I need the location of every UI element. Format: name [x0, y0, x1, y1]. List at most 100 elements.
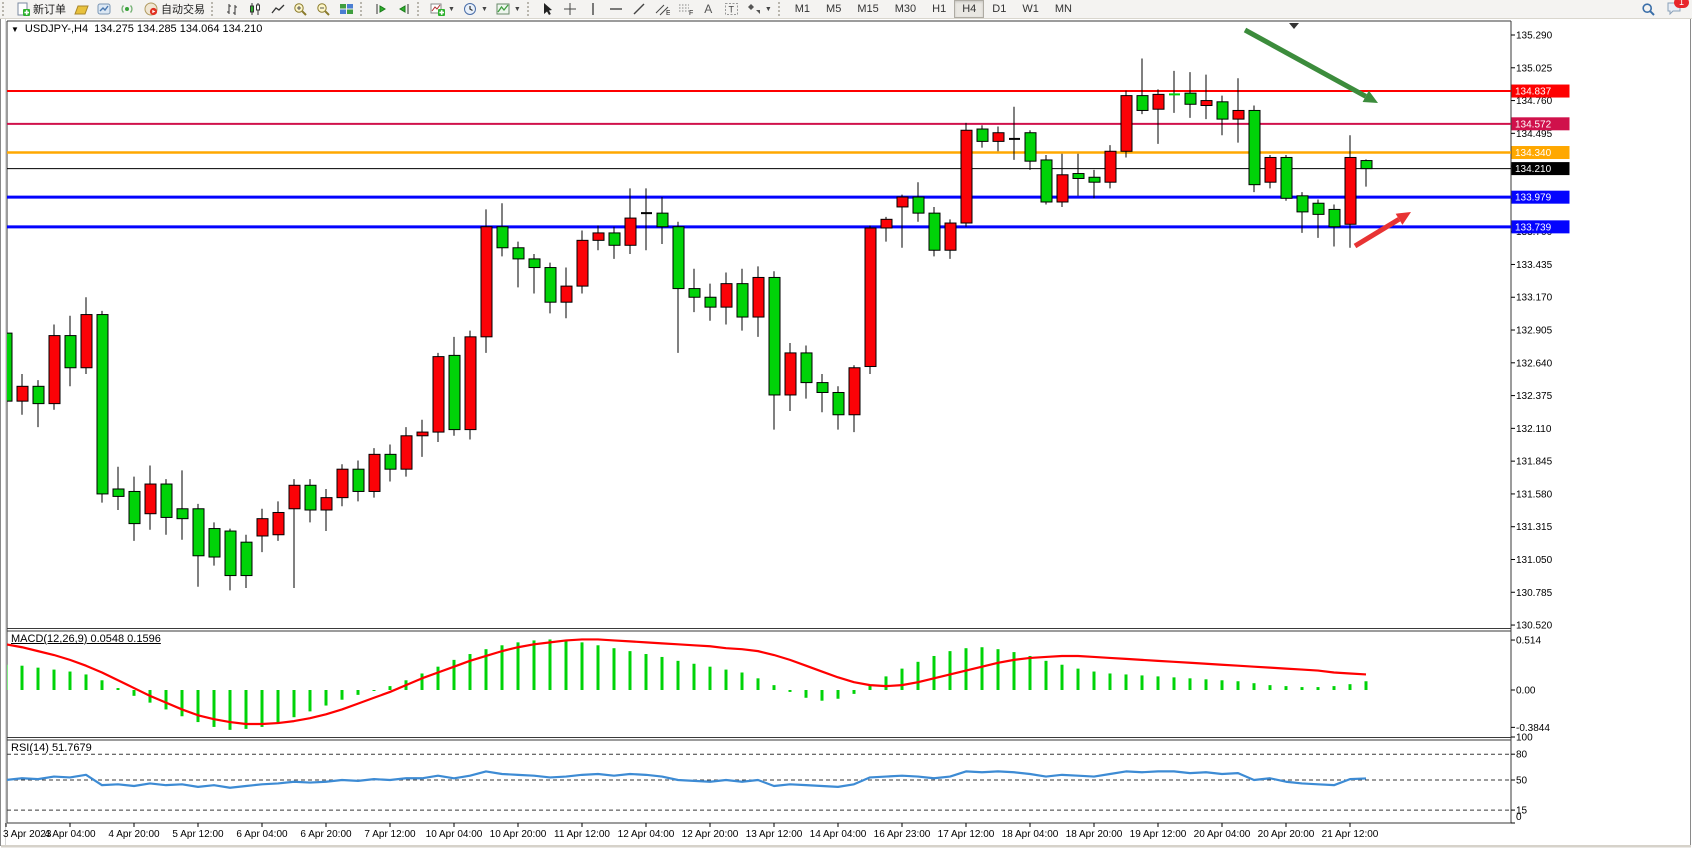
toolbar-grip[interactable]	[211, 2, 218, 16]
timeframe-m1-button[interactable]: M1	[794, 3, 811, 15]
timeframe-h1-button[interactable]: H1	[932, 3, 947, 15]
svg-text:50: 50	[1516, 776, 1528, 787]
dropdown-arrow-icon: ▼	[513, 5, 521, 13]
svg-text:17 Apr 12:00: 17 Apr 12:00	[938, 829, 995, 840]
auto-trading-button[interactable]: 自动交易	[139, 1, 209, 18]
svg-text:131.050: 131.050	[1516, 555, 1553, 566]
svg-text:12 Apr 20:00: 12 Apr 20:00	[682, 829, 739, 840]
tile-windows-button[interactable]	[335, 1, 358, 18]
chart-ohlc-values: 134.275 134.285 134.064 134.210	[94, 23, 263, 35]
dropdown-arrow-icon: ▼	[480, 5, 488, 13]
svg-text:21 Apr 12:00: 21 Apr 12:00	[1322, 829, 1379, 840]
svg-text:132.110: 132.110	[1516, 424, 1552, 435]
indicators-icon	[430, 2, 445, 17]
dropdown-arrow-icon: ▼	[448, 5, 455, 13]
timeframe-d1-button[interactable]: D1	[992, 3, 1007, 15]
periods-button[interactable]: ▼	[459, 1, 492, 18]
timeframe-w1-button[interactable]: W1	[1022, 3, 1039, 15]
svg-text:10 Apr 04:00: 10 Apr 04:00	[426, 829, 483, 840]
main-price-panel	[7, 27, 1511, 591]
svg-text:130.785: 130.785	[1516, 588, 1553, 599]
toolbar-grip[interactable]	[360, 2, 367, 16]
equidistant-channel-tool-button[interactable]: E	[651, 1, 674, 18]
zoom-out-button[interactable]	[312, 1, 335, 18]
profiles-button[interactable]	[70, 1, 93, 18]
svg-text:12 Apr 04:00: 12 Apr 04:00	[618, 829, 675, 840]
svg-text:19 Apr 12:00: 19 Apr 12:00	[1130, 829, 1187, 840]
arrows-tool-button[interactable]: ▼	[743, 1, 776, 18]
symbol-collapse-icon[interactable]: ▼	[11, 24, 19, 34]
svg-text:7 Apr 12:00: 7 Apr 12:00	[364, 829, 416, 840]
bar-chart-button[interactable]	[220, 1, 243, 18]
svg-text:134.340: 134.340	[1515, 148, 1552, 159]
svg-text:135.025: 135.025	[1516, 63, 1553, 74]
text-label-tool-button[interactable]: T	[720, 1, 743, 18]
svg-text:130.520: 130.520	[1516, 621, 1553, 632]
line-chart-button[interactable]	[266, 1, 289, 18]
line-chart-icon	[270, 2, 285, 17]
chart-shift-button[interactable]	[392, 1, 415, 18]
signals-button[interactable]	[116, 1, 139, 18]
indicators-button[interactable]: ▼	[426, 1, 459, 18]
svg-text:10 Apr 20:00: 10 Apr 20:00	[490, 829, 547, 840]
svg-text:131.315: 131.315	[1516, 522, 1553, 533]
toolbar-grip[interactable]	[417, 2, 424, 16]
symbol-header[interactable]: ▼ USDJPY-,H4 134.275 134.285 134.064 134…	[11, 23, 262, 35]
bar-chart-icon	[224, 2, 239, 17]
timeframe-m30-button[interactable]: M30	[894, 3, 917, 15]
vertical-line-tool-button[interactable]	[582, 1, 605, 18]
candlestick-chart-button[interactable]	[243, 1, 266, 18]
bounce-arrow	[1353, 217, 1401, 249]
svg-text:134.572: 134.572	[1515, 119, 1552, 130]
candles	[7, 58, 1373, 591]
svg-text:13 Apr 12:00: 13 Apr 12:00	[746, 829, 803, 840]
vertical-line-icon	[586, 2, 601, 17]
toolbar-grip[interactable]	[777, 2, 785, 16]
crosshair-tool-button[interactable]	[559, 1, 582, 18]
auto-scroll-button[interactable]	[369, 1, 392, 18]
svg-text:18 Apr 04:00: 18 Apr 04:00	[1002, 829, 1059, 840]
main-toolbar: 新订单 自动交易	[0, 0, 1692, 19]
horizontal-line-tool-button[interactable]	[605, 1, 628, 18]
new-order-icon	[15, 2, 30, 17]
svg-text:20 Apr 20:00: 20 Apr 20:00	[1258, 829, 1315, 840]
notifications-button[interactable]: 1	[1666, 0, 1689, 18]
search-icon[interactable]	[1641, 2, 1656, 17]
equidistant-channel-icon: E	[655, 2, 670, 17]
timeframe-m5-button[interactable]: M5	[826, 3, 842, 15]
new-order-label: 新订单	[33, 4, 66, 16]
svg-text:134.837: 134.837	[1515, 87, 1552, 98]
cursor-tool-button[interactable]	[536, 1, 559, 18]
macd-panel	[7, 638, 1368, 730]
svg-text:6 Apr 04:00: 6 Apr 04:00	[236, 829, 288, 840]
svg-text:133.170: 133.170	[1516, 293, 1553, 304]
svg-text:131.845: 131.845	[1516, 457, 1553, 468]
templates-icon	[496, 2, 511, 17]
svg-text:0: 0	[1516, 812, 1522, 823]
svg-text:132.640: 132.640	[1516, 358, 1553, 369]
text-tool-button[interactable]: A	[697, 1, 720, 18]
timeframe-mn-button[interactable]: MN	[1054, 3, 1072, 15]
svg-text:4 Apr 04:00: 4 Apr 04:00	[44, 829, 96, 840]
svg-text:16 Apr 23:00: 16 Apr 23:00	[874, 829, 931, 840]
toolbar-grip[interactable]	[526, 2, 534, 16]
templates-button[interactable]: ▼	[492, 1, 525, 18]
trendline-icon	[632, 2, 647, 17]
trendline-tool-button[interactable]	[628, 1, 651, 18]
timeframe-m15-button[interactable]: M15	[857, 3, 879, 15]
toolbar-grip[interactable]	[2, 2, 9, 16]
text-label-icon: T	[724, 2, 739, 17]
text-icon: A	[704, 1, 713, 16]
down-trend-arrow	[1243, 27, 1367, 99]
fibonacci-tool-button[interactable]: F	[674, 1, 697, 18]
zoom-in-button[interactable]	[289, 1, 312, 18]
new-order-button[interactable]: 新订单	[11, 1, 70, 18]
charts-window-button[interactable]	[93, 1, 116, 18]
fibonacci-icon: F	[678, 2, 693, 17]
auto-scroll-icon	[373, 2, 388, 17]
rsi-panel	[7, 753, 1511, 811]
horizontal-line-icon	[609, 2, 624, 17]
timeframe-h4-button[interactable]: H4	[954, 0, 985, 18]
signals-icon	[120, 2, 135, 17]
